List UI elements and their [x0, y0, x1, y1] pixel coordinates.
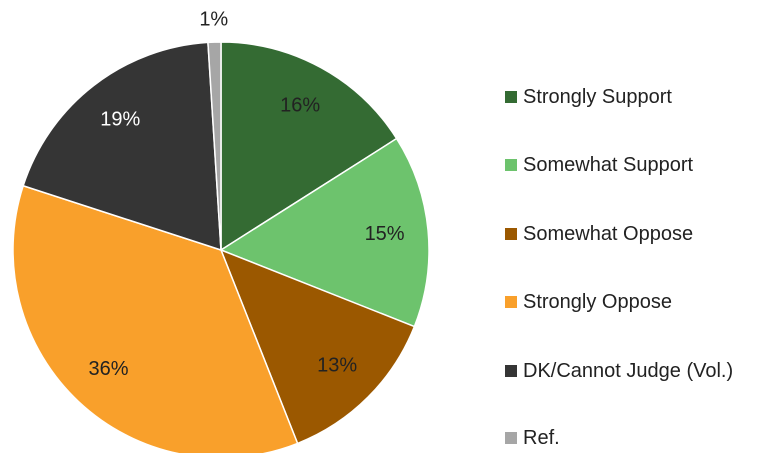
data-label: 15% — [365, 223, 405, 245]
legend-item: Strongly Support — [505, 86, 760, 108]
data-label: 19% — [100, 108, 140, 130]
legend-swatch — [505, 432, 517, 444]
legend-label: DK/Cannot Judge (Vol.) — [523, 360, 734, 382]
legend-swatch — [505, 159, 517, 171]
legend-swatch — [505, 91, 517, 103]
pie-slice — [219, 137, 430, 328]
legend-label: Strongly Oppose — [523, 291, 672, 313]
data-label: 13% — [317, 354, 357, 376]
pie-slice — [207, 41, 222, 251]
legend-swatch — [505, 228, 517, 240]
legend-label: Somewhat Support — [523, 154, 694, 176]
legend-item: Strongly Oppose — [505, 291, 760, 313]
legend-label: Somewhat Oppose — [523, 223, 694, 245]
pie-slice — [219, 248, 416, 445]
legend-item: Somewhat Support — [505, 154, 760, 176]
legend-label: Ref. — [523, 427, 560, 449]
data-label: 1% — [199, 8, 228, 30]
legend-swatch — [505, 296, 517, 308]
pie-slice — [220, 41, 398, 252]
legend-item: Somewhat Oppose — [505, 223, 760, 245]
legend-item: DK/Cannot Judge (Vol.) — [505, 360, 760, 382]
data-label: 16% — [280, 94, 320, 116]
pie-slice — [22, 41, 222, 252]
legend-item: Ref. — [505, 427, 760, 449]
legend-label: Strongly Support — [523, 86, 672, 108]
legend-swatch — [505, 365, 517, 377]
pie-slice — [12, 184, 299, 453]
data-label: 36% — [88, 358, 128, 380]
